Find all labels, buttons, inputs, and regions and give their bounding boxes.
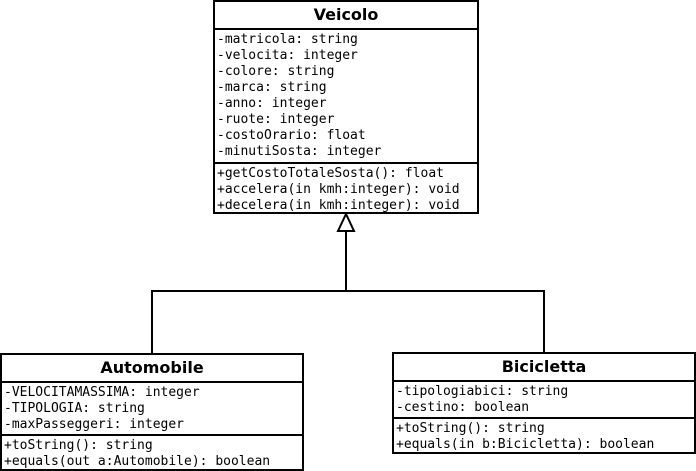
method: +accelera(in kmh:integer): void: [217, 182, 460, 197]
attribute: -VELOCITAMASSIMA: integer: [4, 385, 200, 400]
generalization-arrowhead: [336, 211, 356, 232]
method: +getCostoTotaleSosta(): float: [217, 166, 444, 181]
class-veicolo-attributes: -matricola: string -velocita: integer -c…: [215, 30, 477, 162]
class-veicolo-name: Veicolo: [215, 2, 477, 30]
attribute: -matricola: string: [217, 32, 358, 47]
attribute: -marca: string: [217, 80, 327, 95]
class-veicolo-methods: +getCostoTotaleSosta(): float +accelera(…: [215, 162, 477, 215]
bicicletta-generalization-line: [346, 290, 545, 352]
class-bicicletta-name: Bicicletta: [394, 354, 694, 382]
attribute: -costoOrario: float: [217, 128, 366, 143]
attribute: -tipologiabici: string: [396, 384, 569, 399]
method: +decelera(in kmh:integer): void: [217, 198, 460, 213]
attribute: -minutiSosta: integer: [217, 144, 382, 159]
class-automobile-methods: +toString(): string +equals(out a:Automo…: [2, 434, 302, 471]
method: +toString(): string: [4, 438, 153, 453]
attribute: -colore: string: [217, 64, 335, 79]
method: +toString(): string: [396, 421, 545, 436]
attribute: -cestino: boolean: [396, 400, 530, 415]
automobile-generalization-line: [151, 231, 347, 353]
class-veicolo[interactable]: Veicolo -matricola: string -velocita: in…: [213, 0, 479, 214]
attribute: -TIPOLOGIA: string: [4, 401, 145, 416]
class-automobile-name: Automobile: [2, 355, 302, 383]
class-automobile[interactable]: Automobile -VELOCITAMASSIMA: integer -TI…: [0, 353, 304, 471]
class-bicicletta-methods: +toString(): string +equals(in b:Bicicle…: [394, 417, 694, 454]
attribute: -maxPasseggeri: integer: [4, 417, 185, 432]
attribute: -ruote: integer: [217, 112, 335, 127]
class-bicicletta-attributes: -tipologiabici: string -cestino: boolean: [394, 382, 694, 417]
class-automobile-attributes: -VELOCITAMASSIMA: integer -TIPOLOGIA: st…: [2, 383, 302, 434]
attribute: -anno: integer: [217, 96, 327, 111]
class-bicicletta[interactable]: Bicicletta -tipologiabici: string -cesti…: [392, 352, 696, 454]
attribute: -velocita: integer: [217, 48, 358, 63]
method: +equals(in b:Bicicletta): boolean: [396, 437, 655, 452]
method: +equals(out a:Automobile): boolean: [4, 454, 271, 469]
